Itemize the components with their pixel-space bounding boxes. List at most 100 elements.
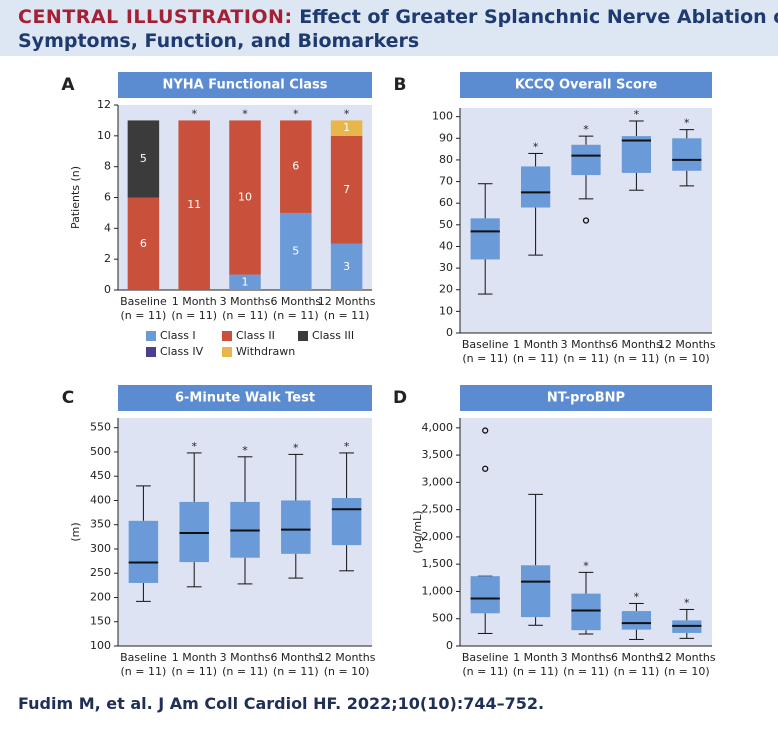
x-tick-label: Baseline <box>120 651 167 664</box>
significance: * <box>293 441 299 454</box>
legend-swatch <box>298 331 308 341</box>
y-axis-label: (pg/mL) <box>411 510 424 553</box>
panel-letter: C <box>62 388 74 408</box>
significance: * <box>242 107 248 120</box>
box <box>281 500 311 554</box>
bar-segment <box>178 120 210 291</box>
box <box>571 593 601 631</box>
outlier <box>482 465 489 472</box>
x-tick-label: 3 Months <box>561 651 612 664</box>
y-tick-label: 3,500 <box>422 448 454 461</box>
x-tick-note: (n = 11) <box>513 665 559 678</box>
x-tick-note: (n = 11) <box>614 352 660 365</box>
x-tick-label: 12 Months <box>318 651 376 664</box>
data-label: 6 <box>140 237 147 250</box>
box <box>470 218 500 260</box>
legend-swatch <box>146 347 156 357</box>
charts: A NYHA Functional Class024681012Patients … <box>61 72 716 678</box>
y-tick-label: 500 <box>90 445 111 458</box>
y-tick-label: 12 <box>97 98 111 111</box>
y-tick-label: 400 <box>90 493 111 506</box>
box <box>672 138 702 171</box>
x-tick-label: 12 Months <box>318 295 376 308</box>
data-label: 7 <box>343 183 350 196</box>
significance: * <box>533 140 539 153</box>
x-tick-label: Baseline <box>462 338 509 351</box>
data-label: 1 <box>343 121 350 134</box>
x-tick-label: 6 Months <box>270 295 321 308</box>
y-tick-label: 450 <box>90 469 111 482</box>
significance: * <box>344 440 350 453</box>
y-axis-label: (m) <box>69 522 82 541</box>
x-tick-label: 6 Months <box>611 338 662 351</box>
outlier <box>582 217 590 224</box>
legend-swatch <box>222 347 232 357</box>
box <box>621 611 652 630</box>
x-tick-note: (n = 11) <box>222 665 268 678</box>
title-box <box>460 72 712 98</box>
y-tick-label: 500 <box>432 612 453 625</box>
bar-segment <box>229 120 261 275</box>
y-tick-label: 40 <box>439 239 453 252</box>
bar-segment <box>127 120 160 198</box>
y-tick-label: 30 <box>439 261 453 274</box>
chart-title: 6-Minute Walk Test <box>175 391 315 406</box>
y-tick-label: 0 <box>446 326 453 339</box>
x-tick-label: Baseline <box>462 651 509 664</box>
significance: * <box>191 440 197 453</box>
y-tick-label: 4,000 <box>422 421 454 434</box>
x-tick-note: (n = 11) <box>273 309 319 322</box>
data-label: 3 <box>343 260 350 273</box>
x-tick-note: (n = 11) <box>324 309 370 322</box>
legend-label: Class IV <box>160 345 204 358</box>
x-tick-note: (n = 11) <box>462 665 508 678</box>
y-tick-label: 4 <box>104 221 111 234</box>
y-tick-label: 90 <box>439 131 453 144</box>
y-tick-label: 200 <box>90 590 111 603</box>
title-box <box>118 385 372 411</box>
panel-letter: D <box>393 388 407 408</box>
significance: * <box>634 108 640 121</box>
x-tick-note: (n = 11) <box>462 352 508 365</box>
y-tick-label: 20 <box>439 283 453 296</box>
x-tick-note: (n = 11) <box>171 309 217 322</box>
data-label: 5 <box>140 152 147 165</box>
x-tick-label: 3 Months <box>561 338 612 351</box>
x-tick-note: (n = 10) <box>664 665 710 678</box>
bar-segment <box>229 274 261 290</box>
y-tick-label: 10 <box>439 304 453 317</box>
chart-title: NT-proBNP <box>547 391 625 406</box>
box <box>470 576 500 614</box>
bar-segment <box>280 120 312 213</box>
chart-title: KCCQ Overall Score <box>515 78 658 93</box>
significance: * <box>293 107 299 120</box>
x-tick-label: 1 Month <box>513 651 558 664</box>
x-tick-label: 12 Months <box>658 651 716 664</box>
header-label: CENTRAL ILLUSTRATION: <box>18 6 293 28</box>
y-tick-label: 3,000 <box>422 475 454 488</box>
significance: * <box>583 123 589 136</box>
y-tick-label: 0 <box>446 639 453 652</box>
y-tick-label: 70 <box>439 175 453 188</box>
bar-segment <box>330 120 363 136</box>
y-axis-label: Patients (n) <box>69 166 82 229</box>
y-tick-label: 350 <box>90 518 111 531</box>
title-box <box>460 385 712 411</box>
y-tick-label: 80 <box>439 153 453 166</box>
y-tick-label: 2 <box>104 252 111 265</box>
y-tick-label: 100 <box>90 639 111 652</box>
data-label: 1 <box>242 275 249 288</box>
x-tick-note: (n = 11) <box>273 665 319 678</box>
x-tick-label: 12 Months <box>658 338 716 351</box>
x-tick-label: 6 Months <box>270 651 321 664</box>
header-title: Symptoms, Function, and Biomarkers <box>18 30 420 52</box>
box <box>571 144 601 176</box>
legend-label: Withdrawn <box>236 345 295 358</box>
x-tick-note: (n = 11) <box>563 352 609 365</box>
bar-segment <box>330 135 363 244</box>
panel-letter: A <box>61 75 75 95</box>
title-box <box>118 72 372 98</box>
y-tick-label: 1,500 <box>422 557 454 570</box>
box <box>520 565 551 618</box>
